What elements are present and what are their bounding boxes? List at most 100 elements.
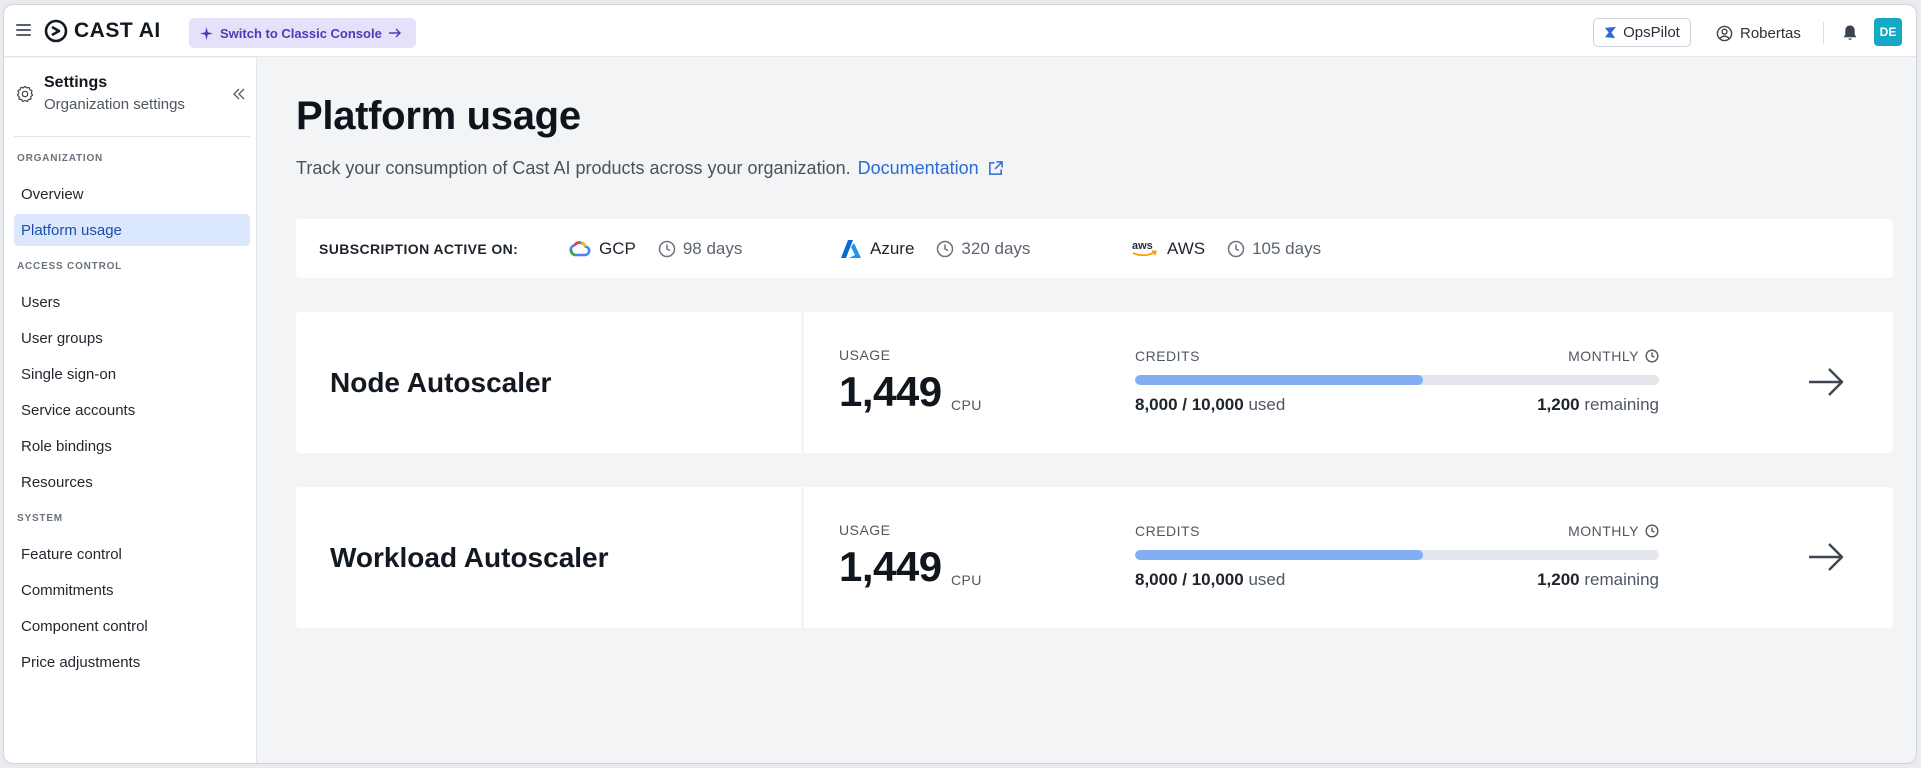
- usage-unit: CPU: [951, 572, 982, 588]
- credits-remaining-value: 1,200: [1537, 570, 1580, 589]
- page-subtitle: Track your consumption of Cast AI produc…: [296, 158, 1004, 179]
- clock-icon: [1645, 524, 1659, 538]
- user-name: Robertas: [1740, 24, 1801, 42]
- sidebar-item-role-bindings[interactable]: Role bindings: [21, 437, 112, 455]
- clock-icon: [937, 240, 954, 257]
- divider: [1823, 22, 1824, 44]
- period-text: MONTHLY: [1568, 523, 1639, 539]
- main-content: Platform usage Track your consumption of…: [257, 58, 1916, 763]
- sidebar-header: Settings Organization settings: [14, 72, 250, 132]
- credits-used-value: 8,000 / 10,000: [1135, 395, 1244, 414]
- sidebar-item-service-accounts[interactable]: Service accounts: [21, 401, 136, 419]
- gear-icon: [16, 85, 34, 103]
- credits-remaining-suffix: remaining: [1584, 570, 1659, 589]
- period-label: MONTHLY: [1568, 523, 1659, 539]
- page-title: Platform usage: [296, 94, 581, 138]
- product-card-workload-autoscaler[interactable]: Workload Autoscaler USAGE 1,449 CPU CRED…: [296, 487, 1893, 628]
- sidebar-item-platform-usage[interactable]: Platform usage: [14, 214, 250, 246]
- product-card-node-autoscaler[interactable]: Node Autoscaler USAGE 1,449 CPU CREDITS …: [296, 312, 1893, 453]
- provider-aws-days: 105 days: [1252, 238, 1322, 258]
- credits-remaining-suffix: remaining: [1584, 395, 1659, 414]
- sidebar-item-feature-control[interactable]: Feature control: [21, 545, 122, 563]
- clock-icon: [658, 240, 676, 257]
- aws-icon: aws: [1132, 240, 1158, 256]
- opspilot-button[interactable]: OpsPilot: [1593, 18, 1691, 47]
- opspilot-icon: [1605, 26, 1617, 39]
- credits-label: CREDITS: [1135, 523, 1200, 539]
- avatar[interactable]: DE: [1874, 18, 1902, 46]
- sidebar-item-commitments[interactable]: Commitments: [21, 581, 114, 599]
- clock-icon: [1227, 240, 1245, 257]
- azure-icon: [841, 239, 861, 258]
- credits-progress-bar: [1135, 375, 1659, 385]
- arrow-right-icon[interactable]: [1808, 541, 1844, 573]
- provider-aws-name: AWS: [1167, 238, 1206, 258]
- usage-value: 1,449: [839, 543, 942, 590]
- cast-ai-logo-icon: [44, 19, 68, 43]
- provider-azure: Azure 320 days: [840, 219, 1030, 278]
- collapse-sidebar-icon[interactable]: [232, 87, 246, 101]
- product-name: Workload Autoscaler: [330, 542, 609, 573]
- provider-aws: aws AWS 105 days: [1131, 219, 1321, 278]
- credits-remaining: 1,200 remaining: [1537, 570, 1659, 590]
- arrow-right-icon[interactable]: [1808, 366, 1844, 398]
- product-name: Node Autoscaler: [330, 367, 552, 398]
- section-label-system: SYSTEM: [17, 513, 63, 524]
- provider-gcp: GCP 98 days: [569, 219, 742, 278]
- credits-progress-fill: [1135, 375, 1424, 385]
- usage-unit: CPU: [951, 397, 982, 413]
- sidebar-item-resources[interactable]: Resources: [21, 473, 93, 491]
- credits-used-value: 8,000 / 10,000: [1135, 570, 1244, 589]
- period-label: MONTHLY: [1568, 348, 1659, 364]
- logo[interactable]: CAST AI: [44, 19, 161, 43]
- sidebar-item-single-sign-on[interactable]: Single sign-on: [21, 365, 117, 383]
- credits-remaining-value: 1,200: [1537, 395, 1580, 414]
- switch-classic-console-label: Switch to Classic Console: [220, 25, 382, 41]
- credits-used-suffix: used: [1248, 395, 1286, 414]
- svg-text:aws: aws: [1132, 240, 1153, 252]
- credits-used-suffix: used: [1248, 570, 1286, 589]
- clock-icon: [1645, 349, 1659, 363]
- external-link-icon: [988, 161, 1003, 175]
- provider-gcp-days: 98 days: [682, 238, 743, 258]
- section-label-organization: ORGANIZATION: [17, 153, 104, 164]
- sparkle-icon: [200, 26, 213, 40]
- gcp-icon: [569, 240, 591, 256]
- user-menu[interactable]: Robertas: [1716, 18, 1801, 48]
- menu-icon[interactable]: [16, 24, 31, 36]
- sidebar-title: Settings: [44, 74, 108, 91]
- sidebar-item-price-adjustments[interactable]: Price adjustments: [21, 653, 141, 671]
- usage-value: 1,449: [839, 368, 942, 415]
- switch-classic-console-button[interactable]: Switch to Classic Console: [189, 18, 416, 48]
- sidebar-item-users[interactable]: Users: [21, 293, 61, 311]
- arrow-right-icon: [388, 28, 401, 38]
- brand-name: CAST AI: [74, 19, 161, 42]
- bell-icon[interactable]: [1842, 24, 1858, 42]
- user-icon: [1716, 25, 1733, 41]
- top-bar: CAST AI Switch to Classic Console OpsPil…: [4, 5, 1916, 57]
- subscription-label: SUBSCRIPTION ACTIVE ON:: [319, 240, 519, 257]
- sidebar-item-overview[interactable]: Overview: [21, 185, 84, 203]
- product-card-header: Workload Autoscaler: [296, 487, 804, 628]
- documentation-label: Documentation: [857, 158, 979, 178]
- product-card-header: Node Autoscaler: [296, 312, 804, 453]
- credits-progress-fill: [1135, 550, 1424, 560]
- credits-remaining: 1,200 remaining: [1537, 395, 1659, 415]
- documentation-link[interactable]: Documentation: [858, 158, 1004, 179]
- provider-azure-name: Azure: [870, 238, 915, 258]
- section-label-access-control: ACCESS CONTROL: [17, 261, 123, 272]
- provider-azure-days: 320 days: [961, 238, 1031, 258]
- credits-used: 8,000 / 10,000 used: [1135, 570, 1285, 590]
- subscription-card: SUBSCRIPTION ACTIVE ON: GCP 98 days: [296, 219, 1893, 278]
- sidebar-subtitle: Organization settings: [44, 96, 185, 113]
- credits-label: CREDITS: [1135, 348, 1200, 364]
- provider-gcp-name: GCP: [599, 238, 636, 258]
- usage-label: USAGE: [839, 347, 891, 363]
- sidebar-divider: [14, 136, 250, 137]
- usage-label: USAGE: [839, 522, 891, 538]
- opspilot-label: OpsPilot: [1623, 24, 1680, 41]
- sidebar-item-component-control[interactable]: Component control: [21, 617, 148, 635]
- app-window: CAST AI Switch to Classic Console OpsPil…: [3, 4, 1917, 764]
- sidebar-item-user-groups[interactable]: User groups: [21, 329, 103, 347]
- page-description: Track your consumption of Cast AI produc…: [296, 158, 851, 178]
